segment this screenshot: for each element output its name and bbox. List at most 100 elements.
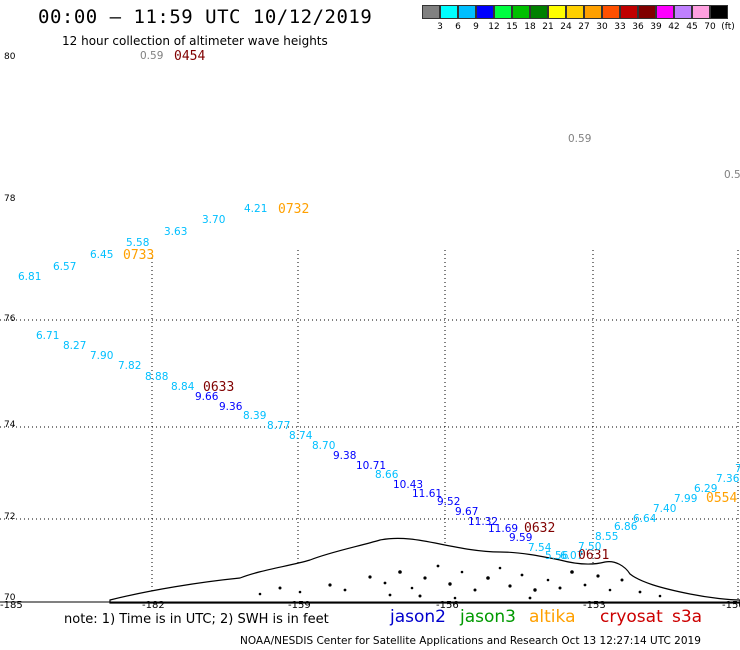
wave-height-value: 7.99 [674, 493, 698, 505]
scale-label: 27 [578, 22, 590, 32]
pass-time-label: 0633 [203, 380, 235, 395]
wave-height-value: 8.74 [289, 430, 313, 442]
pass-time-label: 0554 [706, 491, 738, 506]
wave-height-value: 6.81 [18, 271, 42, 283]
scale-label: 15 [506, 22, 518, 32]
scale-swatch [458, 5, 476, 19]
wave-height-value: 8.70 [312, 440, 336, 452]
scale-swatch [530, 5, 548, 19]
scale-label: 39 [650, 22, 662, 32]
wave-height-value: 9.38 [333, 450, 357, 462]
scale-label: 33 [614, 22, 626, 32]
wave-height-value: 6.45 [90, 249, 114, 261]
scale-label: 30 [596, 22, 608, 32]
satellite-name: jason3 [460, 607, 516, 627]
lat-label: 72 [4, 512, 16, 522]
wave-height-value: 6.29 [694, 483, 718, 495]
lat-label: 80 [4, 52, 16, 62]
wave-height-value: 8.66 [375, 469, 399, 481]
wave-height-value: 11.61 [412, 488, 443, 500]
wave-height-value: 9.66 [195, 391, 219, 403]
lat-label: 76 [4, 314, 16, 324]
scale-label: 70 [704, 22, 716, 32]
wave-height-value: 7.90 [90, 350, 114, 362]
wave-height-value: 10.71 [356, 460, 387, 472]
scale-label: 42 [668, 22, 680, 32]
scale-swatch [656, 5, 674, 19]
scale-swatch [422, 5, 440, 19]
wave-height-value: 7.36 [716, 473, 740, 485]
wave-height-value: 9.67 [455, 506, 479, 518]
pass-time-label: 0732 [278, 202, 310, 217]
wave-height-value: 3.70 [202, 214, 226, 226]
coastline [109, 537, 740, 604]
wave-height-value: 11.69 [488, 523, 519, 535]
wave-height-value: 10.43 [393, 479, 424, 491]
lon-label: -153 [583, 600, 606, 611]
scale-swatch [638, 5, 656, 19]
scale-label: 6 [455, 22, 461, 32]
scale-label: 36 [632, 22, 644, 32]
page-title: 00:00 – 11:59 UTC 10/12/2019 [38, 6, 373, 28]
scale-label: 9 [473, 22, 479, 32]
satellite-name: s3a [672, 607, 703, 627]
scale-label: 3 [437, 22, 443, 32]
scale-swatch [674, 5, 692, 19]
satellite-name: jason2 [390, 607, 446, 627]
scale-swatch [584, 5, 602, 19]
wave-height-value: 7 [735, 463, 740, 475]
scale-swatch [692, 5, 710, 19]
wave-height-value: 9.59 [509, 532, 533, 544]
wave-height-value: 0.59 [568, 133, 592, 145]
wave-height-value: 11.32 [468, 516, 499, 528]
wave-height-value: 7.82 [118, 360, 142, 372]
wave-height-value: 8.27 [63, 340, 87, 352]
satellite-name: cryosat [600, 607, 663, 627]
wave-height-value: 8.88 [145, 371, 169, 383]
lat-label: 70 [4, 593, 16, 603]
footnote: note: 1) Time is in UTC; 2) SWH is in fe… [64, 612, 329, 627]
wave-height-value: 7.50 [578, 541, 602, 553]
wave-height-value: 6.86 [614, 521, 638, 533]
lat-label: 74 [4, 420, 16, 430]
wave-height-value: 5.58 [126, 237, 150, 249]
scale-label: 21 [542, 22, 554, 32]
wave-height-value: 9.52 [437, 496, 461, 508]
wave-height-value: 6.57 [53, 261, 77, 273]
wave-height-value: 4.21 [244, 203, 268, 215]
lat-label: 78 [4, 194, 16, 204]
scale-label: 12 [488, 22, 500, 32]
scale-swatch [548, 5, 566, 19]
scale-swatch [476, 5, 494, 19]
wave-height-value: 8.39 [243, 410, 267, 422]
pass-time-label: 0454 [174, 49, 206, 64]
scale-swatch [512, 5, 530, 19]
wave-height-value: 7.54 [528, 542, 552, 554]
scale-label: 18 [524, 22, 536, 32]
lon-label: -156 [436, 600, 459, 611]
wave-height-value: 6.64 [633, 513, 657, 525]
wave-height-value: 7.40 [653, 503, 677, 515]
lakes [258, 564, 662, 600]
wave-height-value: 8.77 [267, 420, 291, 432]
lon-label: -159 [288, 600, 311, 611]
satellite-name: altika [529, 607, 576, 627]
scale-label: 24 [560, 22, 572, 32]
scale-swatch [620, 5, 638, 19]
wave-height-value: 6.71 [36, 330, 60, 342]
scale-swatch [566, 5, 584, 19]
scale-label: 45 [686, 22, 698, 32]
wave-height-value: 0.59 [140, 50, 164, 62]
page-subtitle: 12 hour collection of altimeter wave hei… [62, 34, 328, 48]
lon-label: -150 [722, 600, 740, 611]
wave-height-value: 6.07 [560, 550, 584, 562]
graticule [0, 250, 739, 600]
scale-swatch [710, 5, 728, 19]
wave-height-value: 8.55 [595, 531, 619, 543]
pass-time-label: 0632 [524, 521, 556, 536]
pass-time-label: 0733 [123, 248, 155, 263]
scale-swatch [494, 5, 512, 19]
lon-label: -182 [142, 600, 165, 611]
credit-line: NOAA/NESDIS Center for Satellite Applica… [240, 635, 701, 647]
